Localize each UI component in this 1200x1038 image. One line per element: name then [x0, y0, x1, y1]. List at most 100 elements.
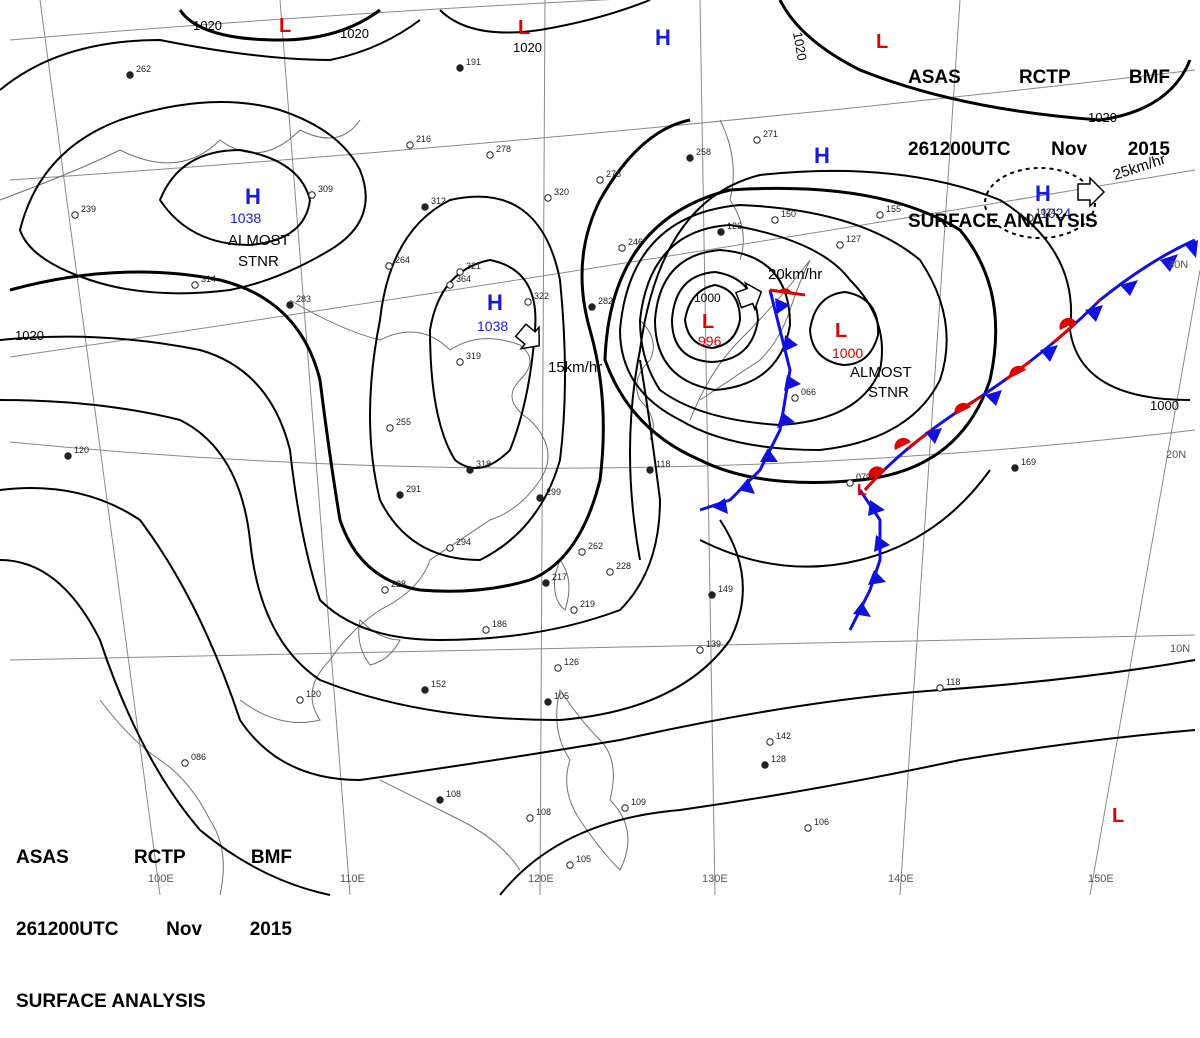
header-month: Nov [1051, 139, 1088, 160]
station-circle [486, 151, 494, 159]
station-pressure: 262 [588, 541, 603, 551]
isobar-high-east-dotted [984, 167, 1096, 239]
station-circle [753, 136, 761, 144]
isobar-label: 1020 [340, 26, 369, 41]
high-east-motion-arrow [1077, 176, 1106, 208]
meridian-100e [39, 0, 161, 896]
high-symbol: H [655, 25, 671, 50]
station-circle [717, 228, 725, 236]
high-pressure-value: 1024 [1040, 205, 1071, 221]
isobar-top-center [439, 0, 651, 34]
station-circle [466, 466, 474, 474]
isobars [0, 0, 1196, 896]
isobar-label: 1020 [1088, 110, 1117, 125]
isobar-1020-ne [778, 0, 1192, 122]
station-circle [421, 686, 429, 694]
lon-label: 110E [340, 873, 365, 885]
station-pressure: 108 [446, 789, 461, 799]
lat-label: 10N [1170, 643, 1190, 655]
station-circle [526, 814, 534, 822]
station-pressure: 169 [1021, 457, 1036, 467]
station-circle [446, 281, 454, 289]
coast-taiwan [554, 558, 570, 611]
station-pressure: 314 [201, 274, 216, 284]
cold-front-japan [699, 289, 801, 514]
low-pressure-value: 996 [698, 333, 722, 349]
isobar-1020-center [9, 118, 691, 593]
station-circle [686, 154, 694, 162]
station-circle [126, 71, 134, 79]
station-circle [482, 626, 490, 634]
isobar-southwest-far [0, 559, 331, 896]
pressure-systems: H 1038 H 1038 L 996 L 1000 H 1024 L L L … [230, 15, 1124, 827]
station-circle [554, 664, 562, 672]
station-circle [544, 698, 552, 706]
isobar-label: 1000 [1150, 398, 1179, 413]
high-pressure-value: 1038 [477, 318, 508, 334]
low-note-line2: STNR [868, 384, 909, 401]
station-pressure: 262 [136, 64, 151, 74]
station-pressure: 066 [801, 387, 816, 397]
warm-front-symbol [778, 288, 792, 293]
station-pressure: 282 [598, 296, 613, 306]
station-pressure: 283 [296, 294, 311, 304]
station-pressure: 105 [554, 691, 569, 701]
coast-hainan [358, 618, 401, 666]
isobar-high-center-inner [428, 258, 537, 469]
meridian-120e [539, 0, 546, 896]
isobar-high-center-mid [369, 195, 566, 562]
isobar-label: 1020 [513, 40, 542, 55]
station-pressure: 312 [431, 196, 446, 206]
low-symbol: L [1112, 805, 1124, 827]
isobar-1020-east [629, 169, 1191, 561]
station-pressure: 264 [395, 255, 410, 265]
header-month: Nov [166, 919, 203, 940]
meridian-150e [1089, 269, 1200, 896]
chart-header-top-right: ASAS RCTP BMF 261200UTC Nov 2015 SURFACE… [908, 18, 1170, 258]
station-pressure: 258 [696, 147, 711, 157]
station-circle [566, 861, 574, 869]
station-pressure: 118 [946, 677, 960, 687]
station-pressure: 320 [554, 187, 569, 197]
station-circle [570, 606, 578, 614]
header-title: SURFACE ANALYSIS [16, 991, 206, 1012]
isobar-high-west-inner [158, 148, 312, 247]
isobar-label: 1020 [15, 328, 44, 343]
station-circle [761, 761, 769, 769]
station-circle [1011, 464, 1019, 472]
station-circle [446, 544, 454, 552]
station-pressure: 246 [628, 237, 643, 247]
header-station: RCTP [133, 847, 186, 868]
station-circle [621, 804, 629, 812]
station-circle [771, 216, 779, 224]
station-pressure: 318 [476, 459, 491, 469]
station-pressure: 294 [456, 537, 471, 547]
coast-korea [636, 319, 654, 441]
station-pressure: 271 [763, 129, 778, 139]
station-circle [766, 738, 774, 746]
station-circle [596, 176, 604, 184]
coast-japan [689, 259, 811, 421]
station-pressure: 278 [606, 169, 621, 179]
station-pressure: 108 [536, 807, 551, 817]
station-circle [876, 211, 884, 219]
station-pressure: 155 [886, 204, 901, 214]
station-circle [804, 824, 812, 832]
surface-analysis-map: 1020 1020 1020 1020 1020 1020 1000 [0, 0, 1200, 896]
station-pressure: 228 [616, 561, 631, 571]
lon-label: 130E [702, 873, 728, 885]
low-note-line1: ALMOST [850, 364, 912, 381]
station-circle [544, 194, 552, 202]
header-year: 2015 [249, 919, 292, 940]
low-isobar-value: 1000 [694, 291, 721, 305]
station-circle [385, 262, 393, 270]
station-pressure: 1024 [1036, 207, 1056, 217]
isobar-labels: 1020 1020 1020 1020 1020 1020 1000 [15, 18, 1179, 413]
station-pressure: 299 [546, 487, 561, 497]
station-circle [536, 494, 544, 502]
low-motion: 20km/hr [768, 266, 822, 283]
station-pressure: 309 [318, 184, 333, 194]
low-symbol: L [835, 320, 847, 342]
header-datetime: 261200UTC [16, 919, 119, 940]
isobar-low-ring-5 [618, 203, 948, 452]
